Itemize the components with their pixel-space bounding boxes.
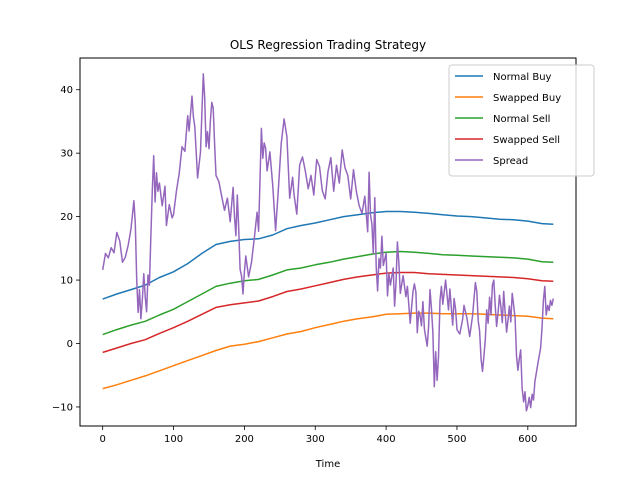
series-line-swapped-sell xyxy=(102,271,554,354)
x-axis-label: Time xyxy=(315,459,340,470)
series-line-spread xyxy=(101,73,555,412)
plot-frame xyxy=(79,57,577,427)
y-tick-label: 10 xyxy=(60,276,73,287)
x-tick-label: 200 xyxy=(235,434,254,445)
legend-label: Spread xyxy=(493,156,528,167)
x-axis: 0 100 200 300 400 500 600 xyxy=(99,426,537,445)
series-line-normal-buy xyxy=(102,210,554,300)
legend-box xyxy=(448,64,595,177)
legend: Normal Buy Swapped Buy Normal Sell Swapped … xyxy=(448,64,595,177)
y-tick-label: 40 xyxy=(60,85,73,96)
legend-label: Normal Sell xyxy=(493,114,550,125)
x-tick-label: 0 xyxy=(99,434,105,445)
legend-label: Swapped Sell xyxy=(493,135,560,146)
y-tick-label: 30 xyxy=(60,149,73,160)
chart-title: OLS Regression Trading Strategy xyxy=(230,38,426,52)
legend-label: Normal Buy xyxy=(493,72,552,83)
x-tick-label: 100 xyxy=(164,434,183,445)
x-tick-label: 500 xyxy=(447,434,466,445)
series-line-normal-sell xyxy=(102,250,554,336)
plot-area xyxy=(101,73,555,412)
x-tick-label: 600 xyxy=(518,434,537,445)
y-tick-label: 20 xyxy=(60,212,73,223)
legend-label: Swapped Buy xyxy=(493,93,561,104)
y-tick-label: −10 xyxy=(52,402,73,413)
y-axis: −10 0 10 20 30 40 xyxy=(52,85,80,413)
series-line-swapped-buy xyxy=(102,312,554,390)
x-tick-label: 300 xyxy=(306,434,325,445)
y-tick-label: 0 xyxy=(67,339,73,350)
x-tick-label: 400 xyxy=(377,434,396,445)
